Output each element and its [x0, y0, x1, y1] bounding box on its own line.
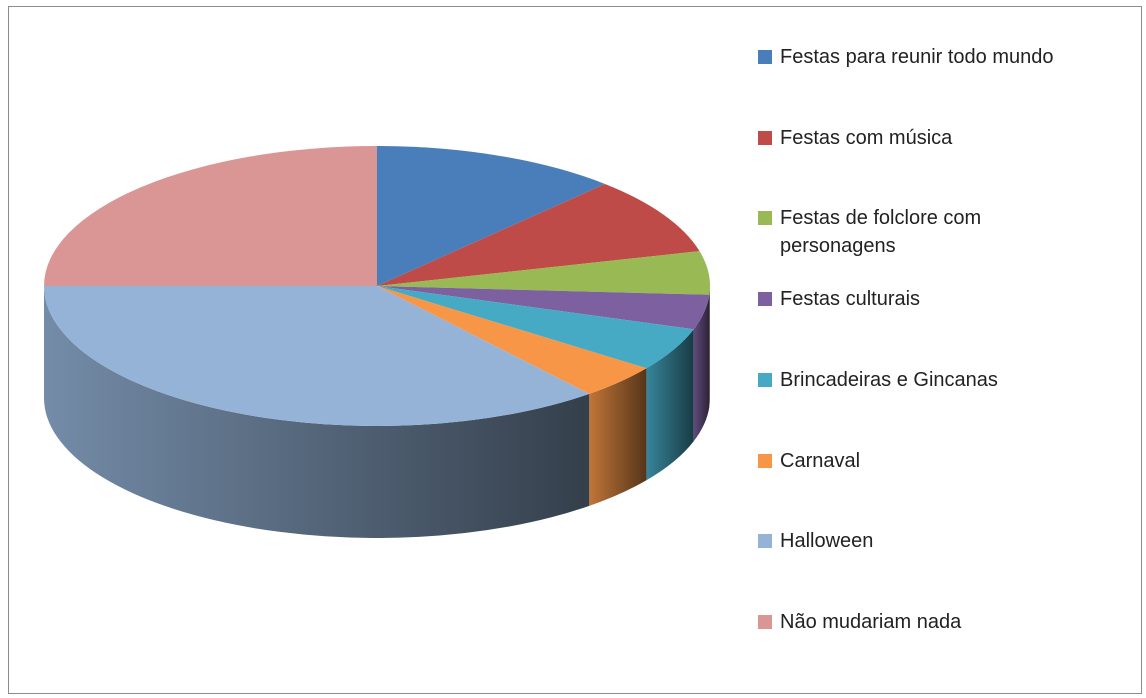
pie-chart	[44, 146, 710, 538]
pie-slice	[377, 146, 605, 286]
legend-label: Festas culturais	[780, 288, 921, 311]
chart-frame	[8, 6, 1142, 694]
legend-swatch	[758, 50, 772, 64]
pie-slice	[377, 286, 694, 369]
legend-label: Brincadeiras e Gincanas	[780, 368, 998, 391]
legend-label: Festas para reunir todo mundo	[780, 46, 1054, 68]
legend-swatch	[758, 372, 772, 387]
slice-side	[709, 286, 710, 407]
legend-label: Festas de folclore com personagens	[780, 207, 982, 258]
pie-slice	[44, 146, 377, 286]
pie-slice	[44, 286, 590, 427]
legend-swatch	[758, 453, 772, 468]
pie-slice	[377, 251, 710, 295]
slice-side	[589, 368, 647, 506]
legend-label: Carnaval	[780, 449, 861, 472]
slice-side	[693, 294, 710, 442]
pie-slice	[377, 183, 700, 286]
legend-label: Halloween	[780, 530, 874, 553]
pie-slice	[377, 286, 647, 394]
legend-label: Não mudariam nada	[780, 610, 962, 633]
legend-swatch	[758, 534, 772, 549]
slice-side	[44, 286, 590, 538]
legend-label: Festas com música	[780, 126, 953, 149]
legend-swatch	[758, 292, 772, 307]
pie-slice	[377, 286, 710, 330]
legend-swatch	[758, 614, 772, 629]
legend-swatch	[758, 130, 772, 145]
legend-swatch	[758, 211, 772, 226]
slice-side	[646, 329, 694, 481]
